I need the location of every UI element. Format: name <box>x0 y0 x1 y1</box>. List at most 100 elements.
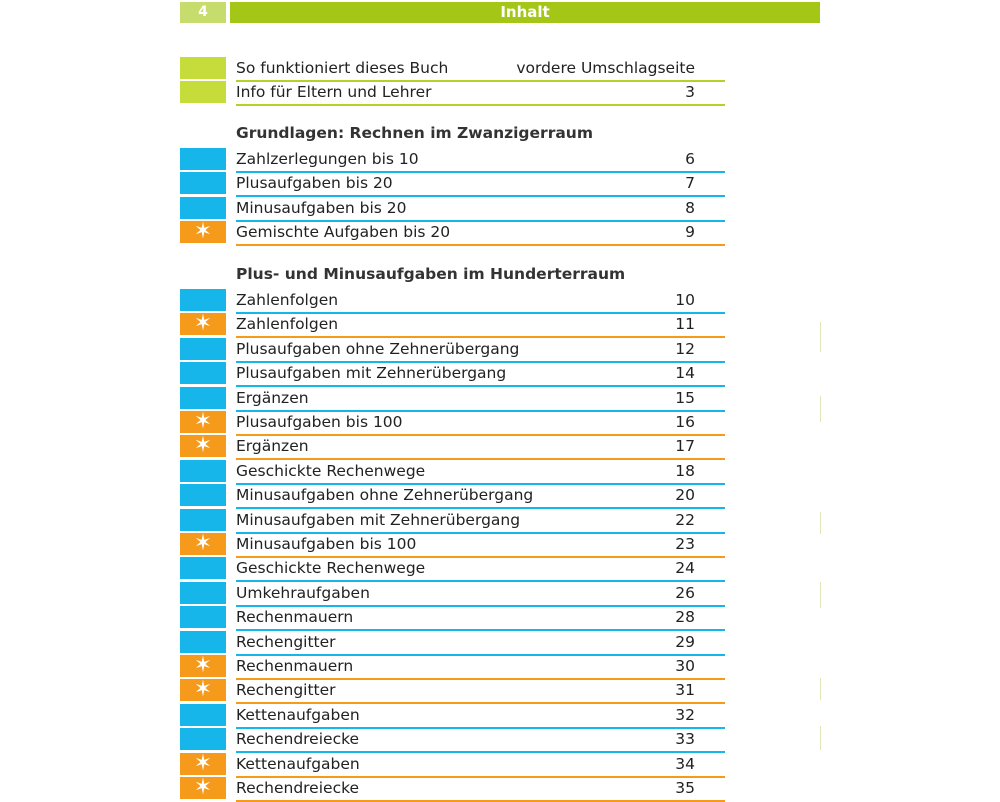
row-divider <box>236 751 725 754</box>
toc-entry: Plusaufgaben bis 20 7 <box>180 172 725 198</box>
toc-entry: Rechenmauern 28 <box>180 606 725 632</box>
section-marker <box>180 728 226 751</box>
section-marker <box>180 484 226 507</box>
toc-entry-title: Umkehraufgaben <box>236 583 370 602</box>
toc-entry-page: vordere Umschlagseite <box>516 59 695 77</box>
toc-entry-page: 18 <box>675 461 695 480</box>
row-divider <box>236 195 725 198</box>
toc-entry-title: So funktioniert dieses Buch <box>236 59 449 77</box>
toc-entry: ✶ Rechendreiecke 35 <box>180 777 725 802</box>
row-divider <box>236 556 725 558</box>
toc-entry-title: Plusaufgaben bis 100 <box>236 413 403 431</box>
row-divider <box>236 171 725 173</box>
toc-entry-page: 34 <box>675 754 695 773</box>
page-header: 4 Inhalt <box>180 2 820 23</box>
section-marker <box>180 337 226 360</box>
toc-entry-page: 28 <box>675 608 695 627</box>
star-icon: ✶ <box>180 533 226 555</box>
toc-entry-page: 11 <box>675 315 695 334</box>
toc-entry-page: 22 <box>675 510 695 529</box>
toc-entry-title: Kettenaufgaben <box>236 754 360 773</box>
star-icon: ✶ <box>180 655 226 677</box>
toc-entry: Zahlenfolgen 10 <box>180 289 725 314</box>
section-marker <box>180 557 226 580</box>
toc-entry-title: Rechendreiecke <box>236 730 360 749</box>
page-edge-mark <box>820 678 821 700</box>
toc-entry-title: Zahlenfolgen <box>236 315 339 334</box>
toc-entry: ✶ Minusaufgaben bis 100 23 <box>180 533 725 558</box>
section-heading: Grundlagen: Rechnen im Zwanzigerraum <box>236 124 593 142</box>
toc-entry: ✶ Rechenmauern 30 <box>180 655 725 680</box>
section-marker <box>180 703 226 726</box>
toc-entry-page: 31 <box>675 681 695 700</box>
section-marker <box>180 196 226 219</box>
row-divider <box>236 104 725 106</box>
row-divider <box>236 360 725 363</box>
toc-entry-title: Zahlzerlegungen bis 10 <box>236 150 419 168</box>
section-marker <box>180 289 226 311</box>
row-divider <box>236 434 725 436</box>
row-divider <box>236 653 725 656</box>
toc-entry-page: 33 <box>675 730 695 749</box>
toc-entry-page: 20 <box>675 486 695 505</box>
toc-entry: Zahlzerlegungen bis 10 6 <box>180 148 725 173</box>
row-divider <box>236 336 725 339</box>
toc-entry: ✶ Ergänzen 17 <box>180 435 725 461</box>
toc-entry-page: 29 <box>675 632 695 651</box>
toc-entry: Umkehraufgaben 26 <box>180 581 725 607</box>
toc-entry-page: 10 <box>675 291 695 309</box>
toc-entry-title: Rechengitter <box>236 681 336 700</box>
toc-entry-title: Minusaufgaben mit Zehnerübergang <box>236 510 521 529</box>
toc-entry: Minusaufgaben ohne Zehnerübergang 20 <box>180 484 725 510</box>
row-divider <box>236 604 725 607</box>
toc-entry-title: Info für Eltern und Lehrer <box>236 83 432 101</box>
page-edge-mark <box>820 512 821 534</box>
star-icon: ✶ <box>180 411 226 433</box>
toc-entry-title: Gemischte Aufgaben bis 20 <box>236 223 451 242</box>
toc-entry: Geschickte Rechenwege 24 <box>180 557 725 583</box>
page-edge-mark <box>820 396 821 422</box>
toc-entry-title: Rechengitter <box>236 632 336 651</box>
section-marker <box>180 81 226 103</box>
row-divider <box>236 726 725 729</box>
star-icon: ✶ <box>180 679 226 702</box>
row-divider <box>236 80 725 82</box>
section-marker <box>180 630 226 653</box>
toc-entry-page: 3 <box>685 83 695 101</box>
star-icon: ✶ <box>180 435 226 458</box>
row-divider <box>236 482 725 485</box>
toc-entry-page: 23 <box>675 535 695 553</box>
toc-entry: ✶ Plusaufgaben bis 100 16 <box>180 411 725 436</box>
row-divider <box>236 312 725 314</box>
toc-entry: Plusaufgaben ohne Zehnerübergang 12 <box>180 337 725 363</box>
toc-entry-page: 9 <box>685 223 695 242</box>
toc-entry-title: Minusaufgaben ohne Zehnerübergang <box>236 486 534 505</box>
page-edge-mark <box>820 582 821 608</box>
page-number: 4 <box>180 2 226 23</box>
toc-entry: Minusaufgaben bis 20 8 <box>180 196 725 222</box>
toc-entry: Rechengitter 29 <box>180 630 725 656</box>
toc-entry-title: Plusaufgaben mit Zehnerübergang <box>236 364 507 383</box>
toc-entry-title: Zahlenfolgen <box>236 291 339 309</box>
toc-entry-page: 15 <box>675 388 695 407</box>
section-marker <box>180 57 226 79</box>
star-icon: ✶ <box>180 752 226 775</box>
toc-entry-title: Plusaufgaben bis 20 <box>236 174 393 193</box>
toc-entry-page: 17 <box>675 437 695 456</box>
row-divider <box>236 507 725 510</box>
row-divider <box>236 458 725 461</box>
toc-entry-title: Ergänzen <box>236 388 309 407</box>
star-icon: ✶ <box>180 313 226 336</box>
section-marker <box>180 581 226 604</box>
toc-entry-title: Rechenmauern <box>236 608 354 627</box>
toc-entry: Minusaufgaben mit Zehnerübergang 22 <box>180 508 725 534</box>
toc-entry: ✶ Zahlenfolgen 11 <box>180 313 725 339</box>
star-icon: ✶ <box>180 777 226 799</box>
row-divider <box>236 244 725 247</box>
toc-entry: ✶ Gemischte Aufgaben bis 20 9 <box>180 221 725 247</box>
toc-entry-title: Geschickte Rechenwege <box>236 461 426 480</box>
section-marker <box>180 459 226 482</box>
toc-entry-page: 32 <box>675 705 695 724</box>
page-edge-mark <box>820 322 821 352</box>
